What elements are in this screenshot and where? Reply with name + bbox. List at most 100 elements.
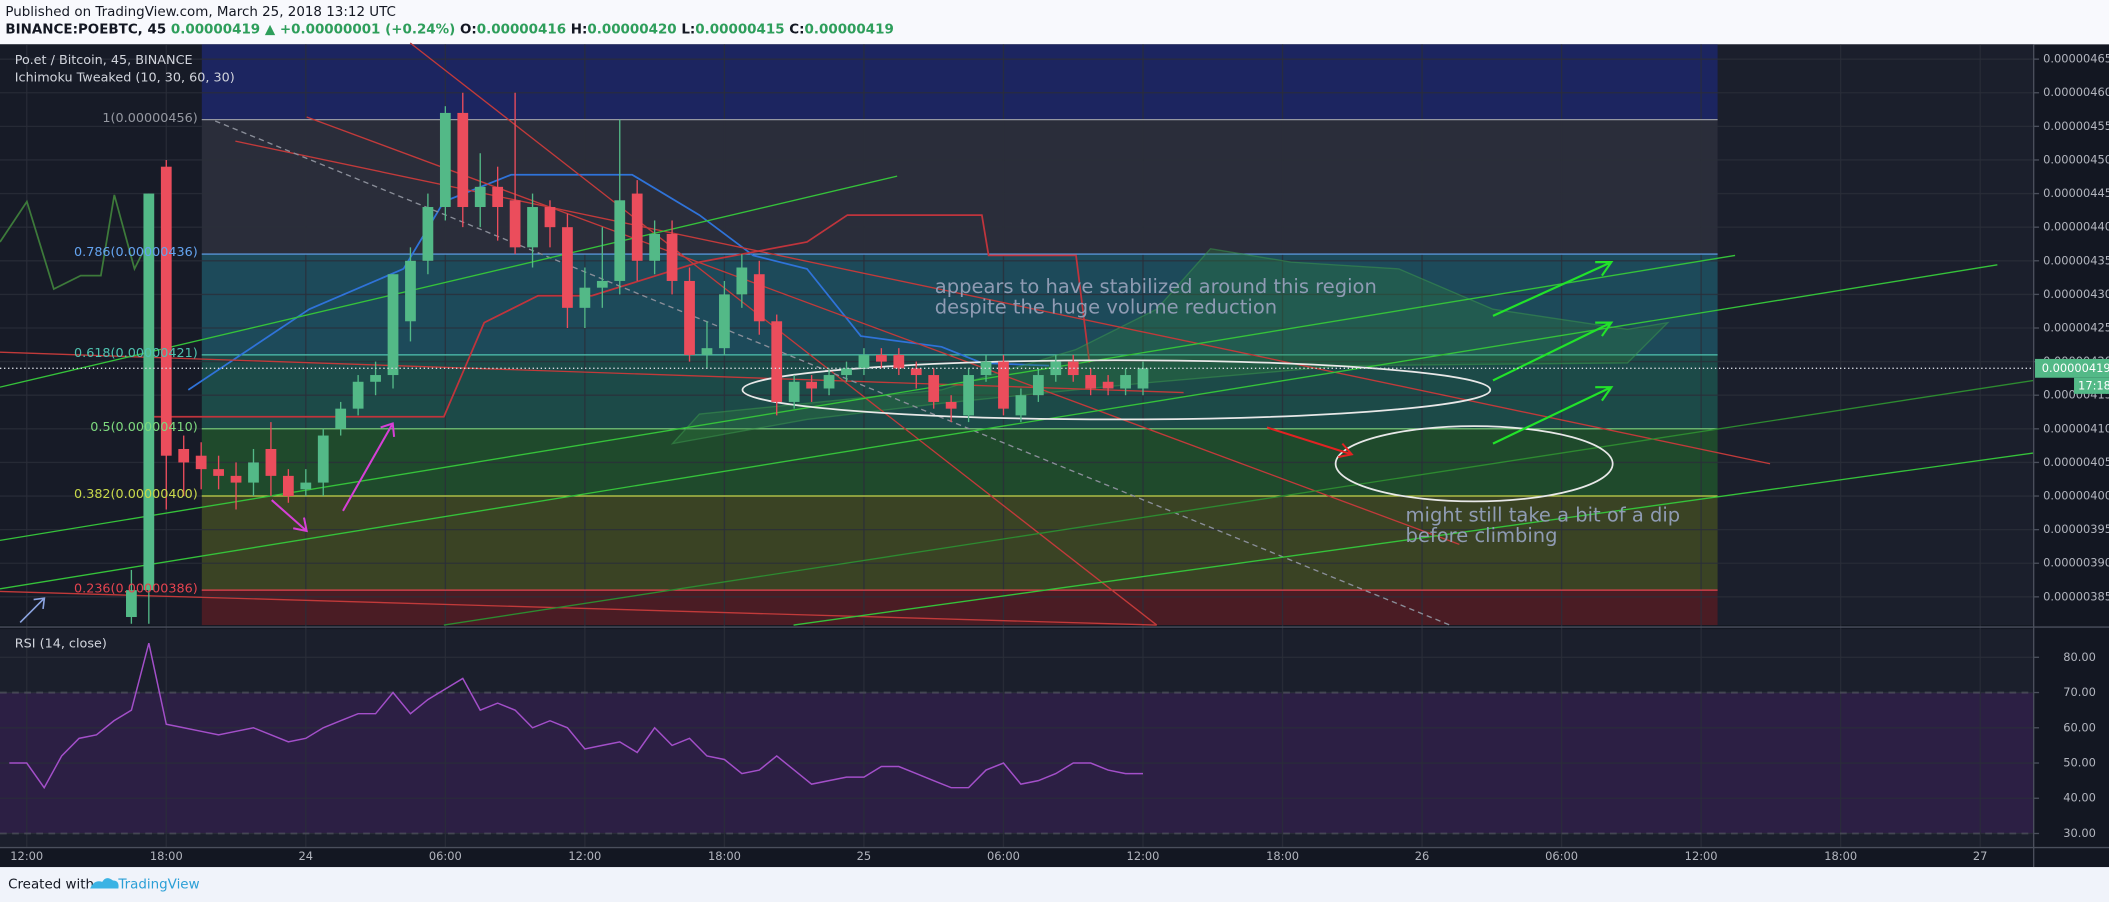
o-label: O: <box>460 23 477 38</box>
x-tick-label: 06:00 <box>987 849 1020 863</box>
x-tick-label: 18:00 <box>708 849 741 863</box>
ohlc-line: BINANCE:POEBTC, 45 0.00000419 ▲ +0.00000… <box>5 23 893 38</box>
candle-body <box>875 354 887 362</box>
countdown-box <box>2074 377 2109 394</box>
y-tick-label: 80.00 <box>2063 650 2096 664</box>
fib-label: 0.618(0.00000421) <box>74 346 198 361</box>
candle-body <box>230 475 242 483</box>
y-tick-label: 70.00 <box>2063 685 2096 699</box>
x-tick-label: 12:00 <box>10 849 43 863</box>
x-tick-label: 25 <box>857 849 872 863</box>
indicator-title: Ichimoku Tweaked (10, 30, 60, 30) <box>15 70 235 85</box>
y-tick-label: 0.00000440 <box>2043 220 2109 234</box>
candle-body <box>1032 375 1044 396</box>
candle-body <box>439 112 451 208</box>
candle-body <box>335 408 347 429</box>
y-tick-label: 0.00000385 <box>2043 589 2109 603</box>
last-price-label: 0.00000419 <box>2042 361 2109 375</box>
countdown: 17:18 <box>2078 378 2109 392</box>
y-tick-label: 0.00000435 <box>2043 253 2109 267</box>
created-with: Created with <box>8 878 94 893</box>
brand[interactable]: TradingView <box>117 878 199 893</box>
candle-body <box>509 200 521 248</box>
candle-body <box>963 375 974 416</box>
candle-body <box>457 112 469 208</box>
fib-label: 1(0.00000456) <box>102 111 197 126</box>
candle-body <box>143 193 155 591</box>
arrow <box>1492 261 1614 445</box>
x-tick-label: 06:00 <box>429 849 462 863</box>
x-tick-label: 18:00 <box>150 849 183 863</box>
annotation: despite the huge volume reduction <box>935 295 1277 318</box>
annotation: might still take a bit of a dip <box>1406 504 1681 527</box>
price: 0.00000419 <box>171 23 260 38</box>
fib-label: 0.382(0.00000400) <box>74 487 198 502</box>
candle-body <box>178 448 190 463</box>
candle-body <box>126 590 137 618</box>
trend-line <box>793 452 2034 626</box>
candle-body <box>771 321 783 402</box>
trend-line <box>0 264 1998 590</box>
fib-label: 0.5(0.00000410) <box>90 420 197 435</box>
candle-body <box>1137 368 1149 389</box>
candle-body <box>195 455 207 470</box>
candle-body <box>1085 375 1097 389</box>
l-label: L: <box>681 23 695 38</box>
x-tick-label: 12:00 <box>568 849 601 863</box>
candle-body <box>858 354 870 369</box>
candle-body <box>474 186 486 208</box>
x-tick-label: 12:00 <box>1127 849 1160 863</box>
candle-body <box>719 294 730 349</box>
candle-body <box>893 354 905 369</box>
x-tick-label: 12:00 <box>1685 849 1718 863</box>
l: 0.00000415 <box>695 23 784 38</box>
candle-body <box>649 233 661 261</box>
candle-body <box>980 361 992 376</box>
candle-body <box>998 361 1009 409</box>
y-tick-label: 0.00000425 <box>2043 321 2109 335</box>
c-label: C: <box>789 23 804 38</box>
y-tick-label: 0.00000390 <box>2043 556 2109 570</box>
candle-body <box>1050 361 1062 376</box>
fib-band <box>201 44 1718 120</box>
logo <box>90 878 119 889</box>
trend-line <box>409 42 1158 626</box>
x-tick-label: 18:00 <box>1824 849 1857 863</box>
trend-line <box>443 379 2034 626</box>
candle-body <box>579 287 591 308</box>
candle-body <box>282 475 294 497</box>
fib-band <box>201 496 1718 591</box>
ellipse <box>1334 425 1614 503</box>
base-line <box>147 214 1091 418</box>
candle-body <box>317 435 329 483</box>
published: Published on TradingView.com, March 25, … <box>5 5 396 20</box>
candle-body <box>684 280 695 355</box>
candle-body <box>841 368 852 376</box>
candle-body <box>736 267 748 295</box>
arrow <box>19 597 46 623</box>
x-tick-label: 27 <box>1973 849 1988 863</box>
candle-body <box>1067 361 1079 376</box>
candle-body <box>1102 381 1114 389</box>
candle-body <box>370 375 381 382</box>
candle-body <box>806 381 817 389</box>
y-tick-label: 0.00000430 <box>2043 287 2109 301</box>
o: 0.00000416 <box>477 23 566 38</box>
lagging-span <box>0 194 149 291</box>
footer-bg <box>0 867 2109 902</box>
rsi-line <box>9 643 1144 790</box>
candle-body <box>405 260 416 322</box>
candle-body <box>265 448 277 476</box>
y-tick-label: 30.00 <box>2063 826 2096 840</box>
candle-body <box>701 348 713 355</box>
candle-body <box>666 233 678 281</box>
candle-body <box>788 381 800 402</box>
c: 0.00000419 <box>805 23 894 38</box>
y-tick-label: 60.00 <box>2063 720 2096 734</box>
y-tick-label: 0.00000455 <box>2043 119 2109 133</box>
trend-line <box>0 590 1157 626</box>
candle-body <box>300 482 312 490</box>
candle-body <box>753 274 765 322</box>
candle-body <box>387 274 399 376</box>
y-tick-label: 0.00000445 <box>2043 186 2109 200</box>
